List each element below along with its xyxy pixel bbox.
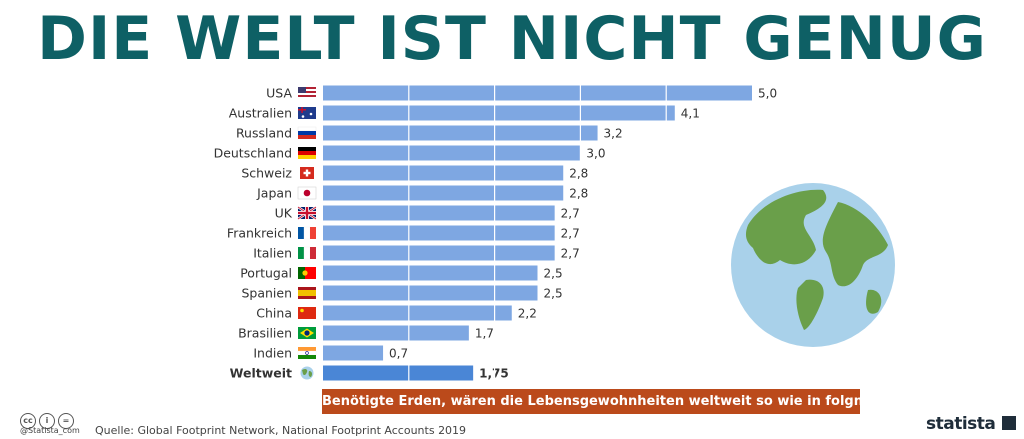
flag-pt-icon	[298, 267, 316, 279]
bar-russland	[323, 125, 598, 141]
bar-uk	[323, 205, 555, 221]
bar-chart: USA 5,0 Australien 4,1 Russland 3,2 Deutschlan…	[214, 84, 777, 382]
value-label: 5,0	[758, 87, 777, 101]
value-label: 3,2	[604, 127, 623, 141]
category-label: Russland	[236, 126, 292, 141]
value-label: 4,1	[681, 107, 700, 121]
category-label: UK	[275, 206, 293, 221]
value-label: 3,0	[586, 147, 605, 161]
flag-ch-icon	[300, 167, 314, 179]
flag-jp-icon	[297, 186, 317, 200]
flag-br-icon	[298, 327, 316, 339]
brand-mark-icon	[1002, 416, 1016, 430]
attribution-icon: i	[39, 413, 55, 429]
value-label: 2,8	[569, 187, 588, 201]
chart-title: DIE WELT IST NICHT GENUG	[37, 4, 987, 74]
category-label: Brasilien	[238, 326, 292, 341]
bar-deutschland	[323, 145, 581, 161]
value-label: 2,8	[569, 167, 588, 181]
category-label: China	[256, 306, 292, 321]
bar-weltweit	[323, 365, 474, 381]
bar-brasilien	[323, 325, 469, 341]
value-label: 1,75	[479, 367, 509, 381]
source-note: Quelle: Global Footprint Network, Nation…	[95, 424, 467, 437]
bar-italien	[323, 245, 555, 261]
category-label: Spanien	[241, 286, 292, 301]
bar-china	[323, 305, 512, 321]
category-label: USA	[266, 86, 292, 101]
statista-handle: @Statista_com	[20, 426, 80, 435]
bar-frankreich	[323, 225, 555, 241]
value-label: 0,7	[389, 347, 408, 361]
flag-us-icon	[298, 87, 316, 99]
cc-icon: cc	[20, 413, 36, 429]
category-label: Italien	[253, 246, 292, 261]
category-label: Schweiz	[241, 166, 292, 181]
bar-portugal	[323, 265, 538, 281]
value-label: 2,2	[518, 307, 537, 321]
flag-uk-icon	[297, 206, 317, 220]
category-label: Australien	[229, 106, 292, 121]
bar-usa	[323, 85, 752, 101]
brand-logo: statista	[926, 414, 996, 434]
bar-japan	[323, 185, 564, 201]
flag-de-icon	[298, 147, 316, 159]
value-label: 2,7	[561, 227, 580, 241]
globe-small-icon	[300, 366, 314, 380]
flag-es-icon	[298, 287, 316, 299]
flag-ru-icon	[297, 126, 317, 139]
value-label: 2,5	[544, 287, 563, 301]
equals-icon: =	[58, 413, 74, 429]
value-label: 1,7	[475, 327, 494, 341]
category-label: Portugal	[240, 266, 292, 281]
category-label: Deutschland	[214, 146, 292, 161]
legend-label: Benötigte Erden, wären die Lebensgewohnh…	[322, 389, 860, 414]
flag-cn-icon	[298, 307, 316, 319]
globe-icon	[731, 183, 895, 347]
value-label: 2,5	[544, 267, 563, 281]
category-label: Frankreich	[227, 226, 292, 241]
bar-indien	[323, 345, 384, 361]
value-label: 2,7	[561, 207, 580, 221]
flag-in-icon	[297, 347, 317, 359]
flag-au-icon	[298, 107, 316, 119]
value-label: 2,7	[561, 247, 580, 261]
category-label: Japan	[256, 186, 292, 201]
bar-spanien	[323, 285, 538, 301]
category-label: Indien	[253, 346, 292, 361]
license-icons: cc i =	[20, 408, 77, 429]
bar-schweiz	[323, 165, 564, 181]
bar-australien	[323, 105, 675, 121]
category-label: Weltweit	[230, 366, 292, 381]
flag-fr-icon	[298, 226, 316, 240]
flag-it-icon	[298, 246, 316, 260]
